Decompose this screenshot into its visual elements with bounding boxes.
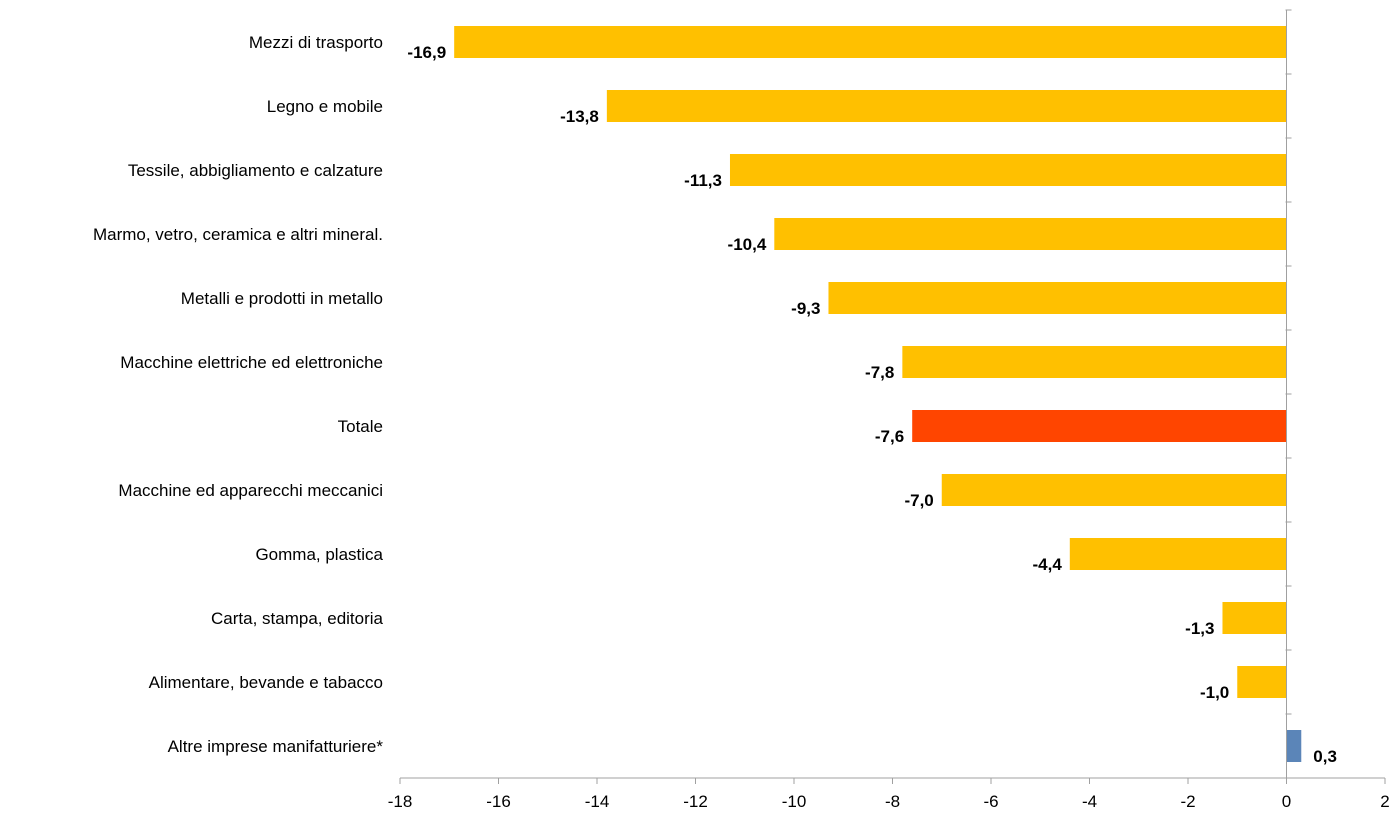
data-label: -7,0 (904, 491, 933, 510)
data-label: -10,4 (728, 235, 767, 254)
category-label: Metalli e prodotti in metallo (181, 289, 383, 308)
data-label: -13,8 (560, 107, 599, 126)
category-label: Alimentare, bevande e tabacco (149, 673, 383, 692)
bar-10 (1237, 666, 1287, 698)
x-tick-label: -2 (1180, 792, 1195, 811)
x-tick-label: -4 (1082, 792, 1097, 811)
data-label: -7,8 (865, 363, 894, 382)
category-label: Mezzi di trasporto (249, 33, 383, 52)
x-tick-label: -18 (388, 792, 413, 811)
category-label: Marmo, vetro, ceramica e altri mineral. (93, 225, 383, 244)
labels-layer: Mezzi di trasporto -16,9 Legno e mobile -13… (93, 33, 1390, 811)
bar-2 (729, 154, 1287, 186)
axis-layer (399, 9, 1386, 784)
category-label: Gomma, plastica (255, 545, 383, 564)
data-label: -7,6 (875, 427, 904, 446)
category-label: Carta, stampa, editoria (211, 609, 384, 628)
bar-5 (902, 346, 1287, 378)
category-label: Totale (338, 417, 383, 436)
data-label: -11,3 (684, 171, 722, 190)
x-tick-label: -14 (585, 792, 610, 811)
data-label: -1,3 (1185, 619, 1214, 638)
bar-7 (941, 474, 1287, 506)
x-tick-label: 0 (1282, 792, 1291, 811)
bar-0 (454, 26, 1287, 58)
x-tick-label: -6 (983, 792, 998, 811)
bar-4 (828, 282, 1287, 314)
data-label: -16,9 (407, 43, 446, 62)
x-tick-label: -12 (683, 792, 708, 811)
bar-1 (606, 90, 1287, 122)
category-label: Macchine elettriche ed elettroniche (120, 353, 383, 372)
x-tick-label: -10 (782, 792, 807, 811)
x-tick-label: 2 (1380, 792, 1389, 811)
bar-3 (774, 218, 1287, 250)
bar-9 (1222, 602, 1287, 634)
data-label: 0,3 (1313, 747, 1337, 766)
data-label: -9,3 (791, 299, 820, 318)
category-label: Tessile, abbigliamento e calzature (128, 161, 383, 180)
x-tick-label: -8 (885, 792, 900, 811)
bar-11 (1286, 730, 1302, 762)
bars-layer (454, 26, 1302, 762)
category-label: Macchine ed apparecchi meccanici (118, 481, 383, 500)
x-tick-label: -16 (486, 792, 511, 811)
bar-6 (912, 410, 1287, 442)
data-label: -1,0 (1200, 683, 1229, 702)
category-label: Legno e mobile (267, 97, 383, 116)
bar-8 (1069, 538, 1287, 570)
data-label: -4,4 (1033, 555, 1063, 574)
category-label: Altre imprese manifatturiere* (168, 737, 384, 756)
